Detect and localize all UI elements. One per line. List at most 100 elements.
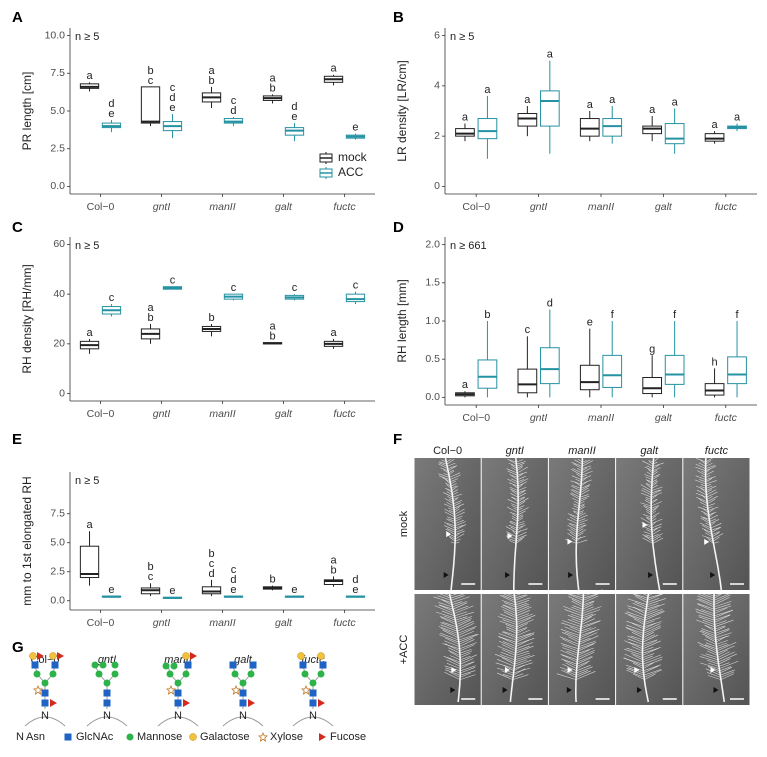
significance-letter: c [231,95,237,107]
root-hair [438,626,458,634]
root-hair [517,510,526,516]
root-hair [565,592,584,599]
legend-label: Galactose [200,731,250,743]
root-hair [642,659,663,667]
root-hair [571,492,581,498]
root-hair [652,535,661,542]
root-hair [515,645,534,654]
root-hair [701,528,712,533]
root-hair [580,485,590,491]
root-hair [704,638,717,645]
root-hair [438,590,451,597]
root-hair [718,662,730,667]
legend-label: Fucose [330,731,366,743]
root-hair [641,489,652,496]
protein [24,716,66,727]
root-hair [510,503,519,507]
significance-letter: c [353,280,359,292]
root-hair [497,672,513,680]
root-hair [517,466,528,474]
galactose [189,733,197,741]
root-hair [501,670,514,676]
y-axis-label: RH length [mm] [395,279,409,362]
xylose [166,684,176,695]
root-hair [647,593,664,601]
root-hair [714,614,731,623]
root-hair [516,526,524,531]
root-hair [516,531,527,538]
root-hair [651,494,658,500]
root-hair [513,664,525,672]
root-hair [576,656,593,665]
root-hair [623,657,644,667]
root-hair [582,460,593,467]
root-hair [444,671,461,680]
significance-letter: f [611,309,615,321]
root-hair [516,617,531,625]
arrowhead [713,687,719,693]
root-hair [563,660,577,667]
root-hair [644,535,653,542]
root-hair [704,532,713,538]
box [517,368,538,394]
root-hair [447,649,461,656]
box [704,133,725,142]
root-hair [642,460,654,467]
root-hair [577,649,595,658]
root-hair [698,598,715,606]
root-hair [573,505,580,509]
root-hair [453,502,461,507]
root-hair [515,602,528,608]
root-hair [700,459,706,465]
root-hair [515,600,530,606]
significance-letter: a [734,111,741,123]
mannose [111,661,119,669]
root-hair [576,670,589,676]
significance-letter: d [208,568,214,580]
root-hair [443,492,453,498]
root-hair [516,524,526,529]
root-hair [571,606,583,612]
significance-letter: d [169,92,175,104]
root-hair [632,662,644,669]
root-hair [449,474,461,480]
root-hair [460,670,476,676]
root-hair [645,483,652,489]
root-hair [517,497,529,505]
root-hair [651,523,662,529]
root-hair [449,592,462,597]
root-hair [445,482,452,487]
root-hair [446,488,453,494]
y-tick-label: 0.0 [50,595,65,607]
root-hair [577,512,586,518]
root-hair [444,498,454,505]
root-hair [582,601,595,608]
root-hair [579,630,596,639]
asn-symbol: N [309,710,317,722]
root-hair [701,494,708,500]
arrowhead [502,687,508,693]
asn-symbol: N [239,710,247,722]
root-hair [647,598,660,603]
arrowhead [450,687,456,693]
root-hair [450,483,457,487]
root-hair [651,512,660,518]
root-hair [513,668,526,676]
mannose [162,662,170,670]
x-tick-label: galt [275,617,293,629]
root-hair [632,654,643,661]
root-hair [512,674,529,680]
significance-letter: a [462,111,469,123]
root-hair [516,606,532,614]
root-hair [460,665,477,672]
root-hair [719,667,732,674]
y-tick-label: 4 [434,80,440,92]
root-hair [509,540,517,544]
root-hair [705,462,713,467]
root-hair [515,650,529,656]
significance-letter: e [230,584,236,596]
root-hair [697,603,715,610]
arrowhead [636,687,642,693]
root-hair [500,606,517,614]
significance-letter: a [712,119,719,131]
